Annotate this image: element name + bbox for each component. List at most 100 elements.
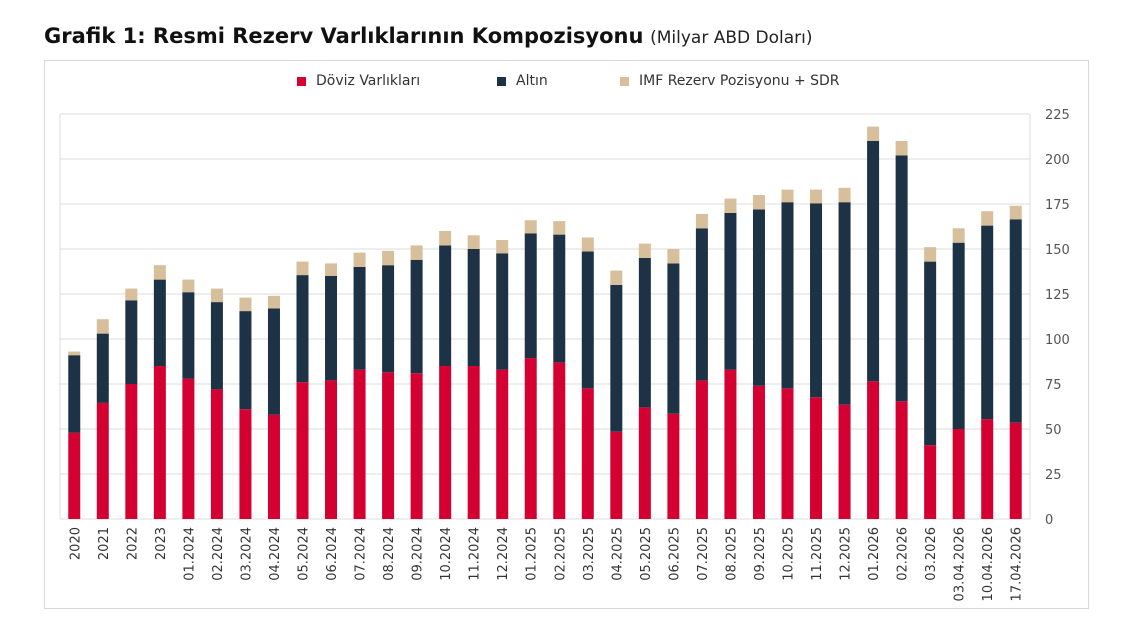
bar-doviz-05.2025 (638, 407, 651, 519)
y-tick-label: 150 (1045, 243, 1070, 258)
bar-doviz-10.2024 (439, 366, 452, 519)
bar-doviz-07.2025 (695, 380, 708, 519)
x-tick-label: 2021 (97, 527, 112, 560)
bar-doviz-2023 (153, 366, 166, 519)
bar-doviz-06.2024 (325, 380, 338, 519)
x-tick-label: 05.2024 (297, 527, 312, 581)
x-tick-label: 04.2025 (610, 527, 625, 581)
x-tick-label: 12.2024 (496, 527, 511, 581)
legend-swatch-doviz (297, 76, 306, 86)
x-tick-label: 2023 (154, 527, 169, 560)
bar-doviz-11.2024 (467, 366, 480, 519)
x-tick-label: 11.2025 (810, 527, 825, 581)
bar-imf-2023 (153, 265, 166, 280)
bar-doviz-05.2024 (296, 382, 309, 519)
x-tick-label: 2022 (125, 527, 140, 560)
x-tick-label: 08.2024 (382, 527, 397, 581)
x-tick-label: 09.2025 (753, 527, 768, 581)
x-tick-label: 04.2024 (268, 527, 283, 581)
bar-altin-04.2025 (610, 285, 623, 432)
chart-title: Grafik 1: Resmi Rezerv Varlıklarının Kom… (44, 24, 812, 48)
x-tick-label: 03.2025 (582, 527, 597, 581)
bar-imf-03.04.2026 (952, 228, 965, 243)
legend-item-doviz: Döviz Varlıkları (297, 73, 420, 89)
bar-doviz-04.2024 (267, 414, 280, 519)
bar-doviz-02.2024 (210, 389, 223, 519)
y-tick-label: 50 (1045, 423, 1062, 438)
bar-imf-12.2025 (838, 187, 851, 203)
bar-imf-03.2024 (239, 297, 252, 312)
bar-imf-10.2025 (781, 189, 794, 203)
x-tick-label: 05.2025 (639, 527, 654, 581)
bar-imf-06.2024 (325, 263, 338, 276)
bar-doviz-12.2024 (496, 369, 509, 519)
bar-imf-11.2024 (467, 235, 480, 249)
bar-doviz-2022 (125, 384, 138, 519)
bar-imf-03.2026 (924, 247, 937, 262)
bar-doviz-01.2025 (524, 358, 537, 519)
legend-item-altin: Altın (497, 73, 548, 89)
x-tick-label: 12.2025 (839, 527, 854, 581)
x-tick-label: 10.2025 (782, 527, 797, 581)
bar-altin-2022 (125, 300, 138, 384)
bar-altin-03.2026 (924, 261, 937, 446)
bar-imf-2021 (96, 319, 109, 334)
x-tick-label: 02.2025 (553, 527, 568, 581)
bar-altin-05.2024 (296, 275, 309, 383)
x-tick-label: 02.2026 (896, 527, 911, 581)
bar-altin-03.2025 (581, 251, 594, 389)
bar-altin-10.2024 (439, 245, 452, 366)
bar-altin-08.2024 (382, 265, 395, 373)
bar-altin-2020 (68, 355, 81, 433)
bar-doviz-01.2026 (867, 381, 880, 519)
legend-swatch-altin (497, 76, 506, 86)
bar-imf-12.2024 (496, 240, 509, 254)
bar-doviz-06.2025 (667, 413, 680, 519)
x-tick-label: 03.2024 (239, 527, 254, 581)
bar-doviz-08.2024 (382, 372, 395, 519)
chart-title-main: Grafik 1: Resmi Rezerv Varlıklarının Kom… (44, 24, 644, 48)
bar-imf-02.2025 (553, 221, 566, 235)
x-tick-label: 02.2024 (211, 527, 226, 581)
bar-doviz-09.2024 (410, 373, 423, 519)
y-tick-label: 75 (1045, 378, 1062, 393)
bar-imf-2020 (68, 351, 81, 356)
y-tick-label: 125 (1045, 288, 1070, 303)
bar-altin-03.2024 (239, 311, 252, 410)
bar-imf-02.2024 (210, 288, 223, 303)
y-tick-label: 225 (1045, 108, 1070, 123)
x-tick-label: 07.2024 (354, 527, 369, 581)
legend-label-imf: IMF Rezerv Pozisyonu + SDR (639, 73, 840, 89)
x-tick-label: 09.2024 (411, 527, 426, 581)
bar-altin-07.2025 (695, 228, 708, 381)
y-tick-label: 25 (1045, 468, 1062, 483)
bar-altin-05.2025 (638, 258, 651, 408)
bar-imf-10.04.2026 (981, 211, 994, 226)
bar-altin-11.2024 (467, 249, 480, 366)
x-tick-label: 01.2026 (867, 527, 882, 581)
bar-imf-08.2024 (382, 250, 395, 266)
legend-label-doviz: Döviz Varlıkları (316, 73, 421, 89)
legend-item-imf: IMF Rezerv Pozisyonu + SDR (620, 73, 840, 89)
bar-doviz-11.2025 (810, 397, 823, 519)
bar-imf-07.2025 (695, 213, 708, 229)
bar-imf-11.2025 (810, 189, 823, 204)
bar-imf-01.2024 (182, 279, 195, 293)
bar-altin-17.04.2026 (1009, 219, 1022, 423)
bar-altin-10.04.2026 (981, 225, 994, 420)
bar-imf-2022 (125, 288, 138, 301)
bar-doviz-2021 (96, 402, 109, 519)
bar-altin-06.2024 (325, 276, 338, 381)
x-tick-label: 06.2025 (667, 527, 682, 581)
bar-imf-01.2026 (867, 126, 880, 141)
bar-imf-05.2025 (638, 243, 651, 258)
bar-doviz-10.2025 (781, 388, 794, 519)
bar-altin-2023 (153, 279, 166, 366)
bar-altin-2021 (96, 333, 109, 403)
bar-imf-05.2024 (296, 261, 309, 276)
bar-altin-12.2024 (496, 253, 509, 370)
bar-altin-02.2026 (895, 155, 908, 402)
bar-imf-09.2025 (752, 195, 765, 210)
x-tick-label: 03.2026 (924, 527, 939, 581)
